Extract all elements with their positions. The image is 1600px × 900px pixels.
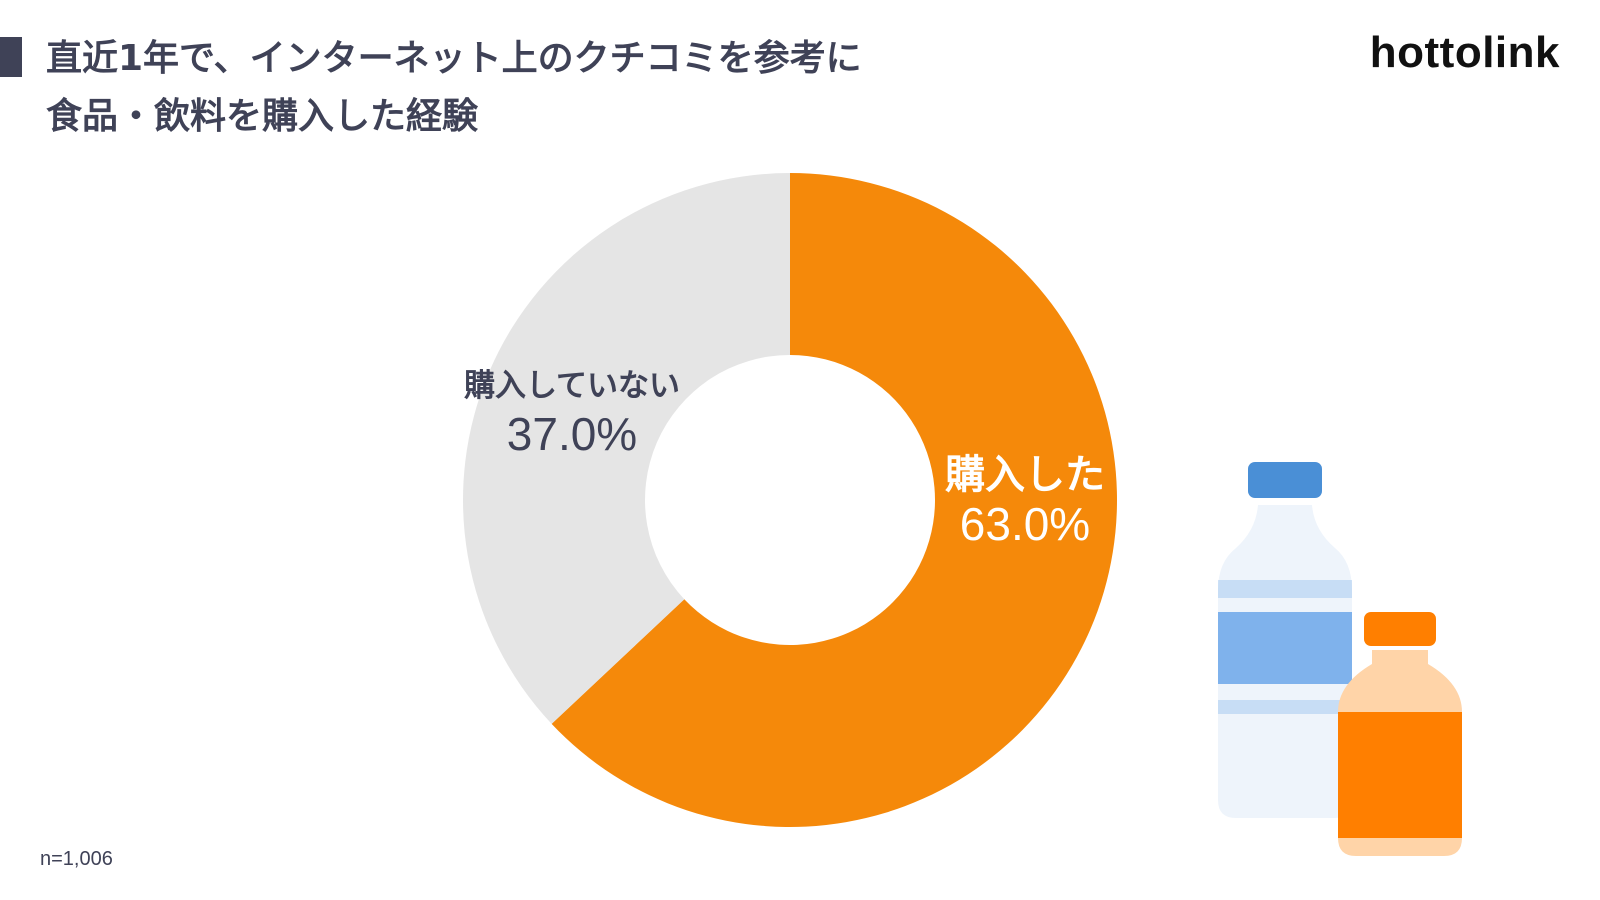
water-bottle-band	[1218, 580, 1352, 598]
water-bottle-band-lower	[1218, 700, 1352, 714]
water-bottle-label	[1218, 612, 1352, 684]
sample-size-note: n=1,006	[40, 848, 113, 870]
water-bottle-cap	[1248, 462, 1322, 498]
brand-logo: hottolink	[1369, 28, 1560, 77]
juice-bottle-label	[1338, 712, 1462, 838]
page-title-line-2: 食品・飲料を購入した経験	[46, 96, 479, 137]
slice-label-purchased: 購入した	[945, 452, 1105, 498]
slice-value-purchased: 63.0%	[960, 498, 1090, 550]
donut-slice-purchased	[551, 173, 1117, 828]
title-accent-bar	[0, 37, 22, 77]
slice-label-not-purchased: 購入していない	[464, 368, 680, 404]
page-title: 直近1年で、インターネット上のクチコミを参考に 食品・飲料を購入した経験	[46, 30, 1046, 146]
juice-bottle-cap	[1364, 612, 1436, 646]
donut-slice-not-purchased	[463, 173, 790, 724]
page-title-line-1: 直近1年で、インターネット上のクチコミを参考に	[46, 38, 862, 79]
slice-value-not-purchased: 37.0%	[507, 408, 637, 460]
